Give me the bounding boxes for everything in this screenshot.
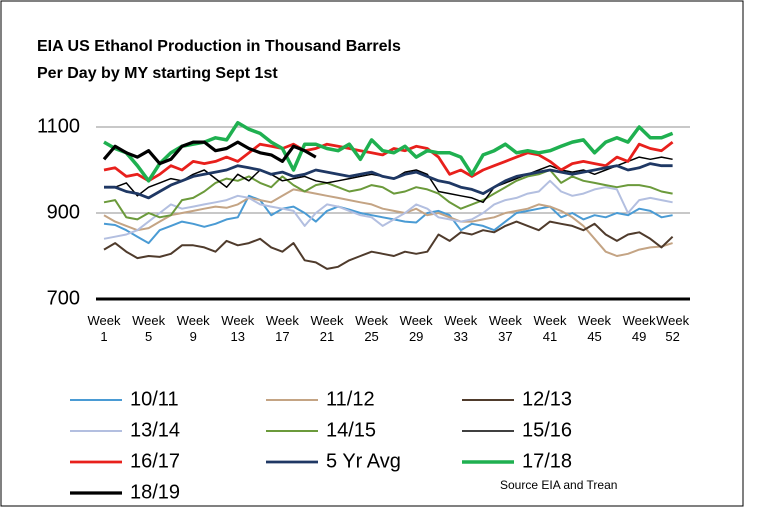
legend-label: 15/16 [522, 419, 572, 441]
y-tick-label: 700 [47, 287, 80, 309]
legend-label: 18/19 [130, 481, 180, 503]
x-tick-label: Week 9 [176, 313, 210, 344]
legend-label: 5 Yr Avg [326, 450, 401, 472]
y-tick-label: 900 [47, 201, 80, 223]
x-tick-label: Week 1 [87, 313, 121, 344]
series-line [103, 220, 674, 270]
x-tick-label: Week 5 [132, 313, 166, 344]
x-tick-label: Week 49 [622, 313, 656, 344]
series-line [103, 188, 673, 257]
chart-border [0, 0, 744, 507]
x-tick-label: Week 17 [265, 313, 299, 344]
x-tick-label: Week 29 [399, 313, 433, 344]
legend-label: 17/18 [522, 450, 572, 472]
legend-label: 12/13 [522, 388, 572, 410]
series-line [104, 162, 673, 200]
x-tick-label: Week 33 [444, 313, 478, 344]
legend-label: 14/15 [326, 419, 376, 441]
series-line [103, 169, 673, 221]
x-tick-label: Week 52 [656, 313, 690, 344]
series-line [103, 140, 674, 183]
legend-label: 16/17 [130, 450, 180, 472]
legend-label: 11/12 [326, 388, 375, 410]
x-tick-label: Week 25 [355, 313, 389, 344]
y-tick-label: 1100 [37, 115, 80, 137]
series-line [103, 194, 673, 245]
series-line [102, 140, 317, 166]
series-line [103, 179, 673, 240]
legend-label: 10/11 [130, 388, 179, 410]
x-tick-label: Week 45 [578, 313, 612, 344]
x-tick-label: Week 13 [221, 313, 255, 344]
x-tick-label: Week 41 [533, 313, 567, 344]
source-note: Source EIA and Trean [500, 478, 617, 492]
legend-label: 13/14 [130, 419, 180, 441]
x-tick-label: Week 21 [310, 313, 344, 344]
chart-title: EIA US Ethanol Production in Thousand Ba… [37, 38, 401, 82]
x-tick-label: Week 37 [488, 313, 522, 344]
